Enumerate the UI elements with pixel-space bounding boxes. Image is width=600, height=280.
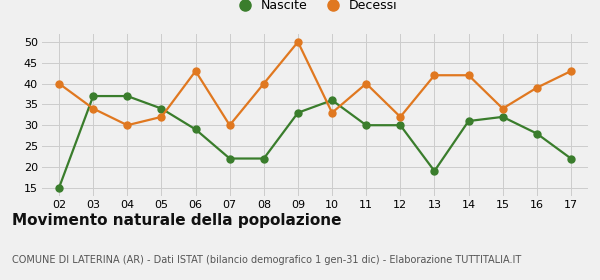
Text: Movimento naturale della popolazione: Movimento naturale della popolazione bbox=[12, 213, 341, 228]
Legend: Nascite, Decessi: Nascite, Decessi bbox=[227, 0, 403, 17]
Text: COMUNE DI LATERINA (AR) - Dati ISTAT (bilancio demografico 1 gen-31 dic) - Elabo: COMUNE DI LATERINA (AR) - Dati ISTAT (bi… bbox=[12, 255, 521, 265]
